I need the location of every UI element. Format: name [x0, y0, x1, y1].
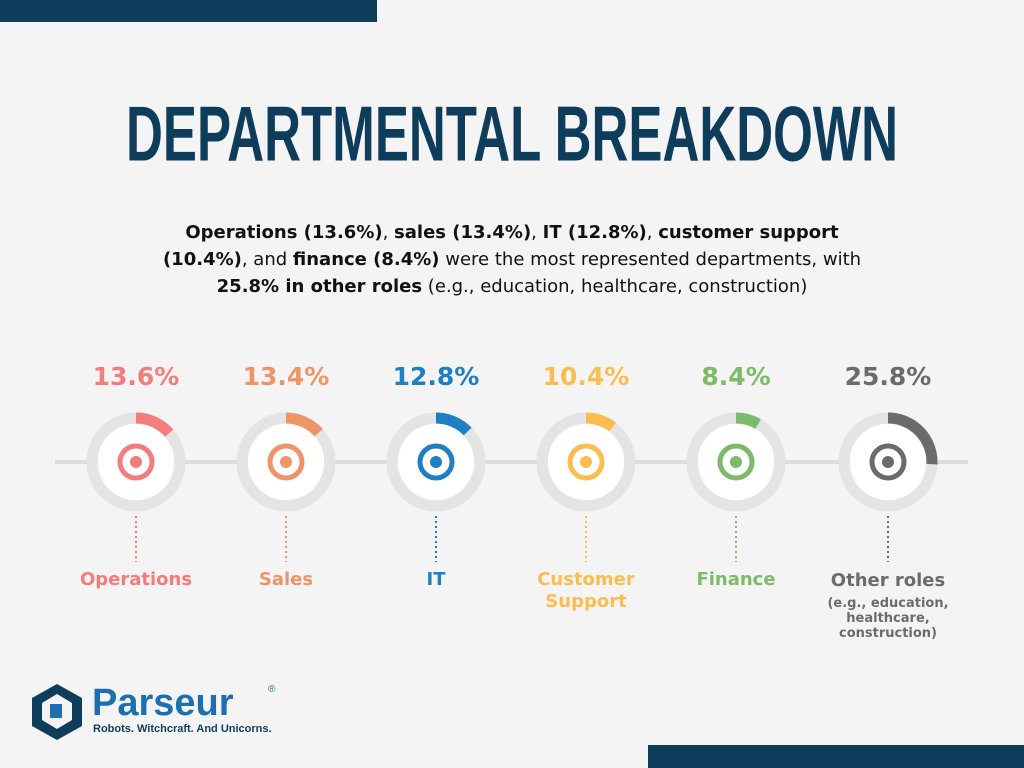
icon — [869, 443, 907, 481]
icon-core — [580, 456, 592, 468]
summary-run: , — [382, 222, 395, 243]
summary-run: IT (12.8%) — [542, 222, 647, 243]
value-label: 12.8% — [392, 362, 480, 391]
icon-core — [882, 456, 894, 468]
department-label: Customer Support — [531, 569, 641, 613]
value-label: 10.4% — [542, 362, 630, 391]
top-bar — [0, 0, 377, 22]
value-label: 13.6% — [92, 362, 180, 391]
department-name: Sales — [258, 569, 314, 590]
department-label: Sales — [211, 569, 361, 591]
department-name: IT — [426, 569, 446, 590]
ring-arc — [887, 412, 938, 465]
summary-run: finance (8.4%) — [292, 249, 440, 270]
department-note: (e.g., education, healthcare, constructi… — [827, 596, 949, 641]
icon — [417, 443, 455, 481]
title: DEPARTMENTAL BREAKDOWN — [126, 90, 898, 178]
summary-run: Operations (13.6%) — [185, 222, 383, 243]
bottom-bar — [648, 745, 1024, 768]
summary: Operations (13.6%), sales (13.4%), IT (1… — [162, 219, 862, 300]
value-label: 8.4% — [701, 362, 771, 391]
department-label: Finance — [661, 569, 811, 591]
ring-arc — [735, 412, 761, 429]
summary-run: 25.8% in other roles — [216, 276, 423, 297]
department-name: Operations — [79, 569, 193, 590]
department-name: Customer Support — [537, 569, 635, 612]
logo-mark: ® — [268, 684, 276, 695]
department-label: IT — [361, 569, 511, 591]
value-label: 25.8% — [844, 362, 932, 391]
icon — [567, 443, 605, 481]
summary-run: customer support (10.4%) — [162, 222, 839, 270]
icon — [717, 443, 755, 481]
icon-core — [280, 456, 292, 468]
summary-run: , and — [241, 249, 293, 270]
icon-core — [730, 456, 742, 468]
ring-arc — [135, 412, 174, 437]
department-label: Other roles (e.g., education, healthcare,… — [813, 570, 963, 641]
ring-arc — [585, 412, 617, 432]
icon — [117, 443, 155, 481]
department-name: Other roles — [830, 570, 946, 591]
summary-run: , — [646, 222, 659, 243]
ring-arc — [285, 412, 323, 437]
logo-icon — [32, 684, 82, 740]
summary-run: , — [531, 222, 543, 243]
value-label: 13.4% — [242, 362, 330, 391]
icon — [267, 443, 305, 481]
icon-core — [130, 456, 142, 468]
department-label: Operations — [61, 569, 211, 591]
summary-run: (e.g., education, healthcare, constructi… — [422, 276, 808, 297]
ring-arc — [435, 412, 472, 436]
logo-tagline: Robots. Witchcraft. And Unicorns. — [93, 723, 272, 735]
department-name: Finance — [696, 569, 776, 590]
icon-core — [430, 456, 442, 468]
summary-run: were the most represented departments, w… — [439, 249, 862, 270]
summary-run: sales (13.4%) — [394, 222, 532, 243]
logo-name: Parseur — [92, 682, 234, 724]
